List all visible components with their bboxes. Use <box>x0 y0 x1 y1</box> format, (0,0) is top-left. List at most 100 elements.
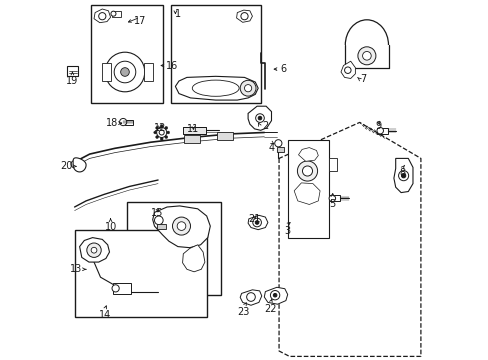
Circle shape <box>328 195 335 202</box>
Circle shape <box>156 127 166 138</box>
Polygon shape <box>94 9 110 23</box>
Text: 22: 22 <box>264 304 276 314</box>
Polygon shape <box>80 238 109 262</box>
Text: 1: 1 <box>175 9 181 19</box>
Bar <box>328 158 336 171</box>
Bar <box>376 128 387 134</box>
Polygon shape <box>175 76 258 100</box>
Circle shape <box>270 291 279 300</box>
Text: 20: 20 <box>60 161 72 171</box>
Text: 19: 19 <box>66 76 79 86</box>
Circle shape <box>153 131 156 134</box>
Circle shape <box>255 114 264 122</box>
Bar <box>125 120 133 125</box>
Circle shape <box>166 131 169 134</box>
Circle shape <box>99 13 106 20</box>
Circle shape <box>362 51 370 60</box>
Circle shape <box>240 80 256 96</box>
Text: 9: 9 <box>375 121 381 131</box>
Bar <box>182 127 205 134</box>
Circle shape <box>376 127 383 134</box>
Circle shape <box>111 11 116 16</box>
Text: 16: 16 <box>166 60 178 71</box>
Bar <box>184 135 200 143</box>
Polygon shape <box>393 158 412 193</box>
Circle shape <box>164 126 167 129</box>
Bar <box>287 140 328 238</box>
Circle shape <box>112 285 119 292</box>
Circle shape <box>255 221 258 224</box>
Circle shape <box>164 136 167 139</box>
Text: 23: 23 <box>237 307 249 317</box>
Bar <box>67 66 78 76</box>
Polygon shape <box>247 106 271 130</box>
Bar <box>91 5 163 103</box>
Polygon shape <box>240 290 261 305</box>
Circle shape <box>155 136 158 139</box>
Bar <box>127 202 221 295</box>
Polygon shape <box>294 183 320 204</box>
Bar <box>102 63 110 81</box>
Text: 5: 5 <box>329 199 335 209</box>
Circle shape <box>241 13 247 20</box>
Circle shape <box>398 171 408 181</box>
Circle shape <box>91 247 97 253</box>
Circle shape <box>114 61 136 83</box>
Polygon shape <box>236 10 252 22</box>
Circle shape <box>246 293 255 301</box>
Circle shape <box>160 138 163 140</box>
Bar <box>276 147 284 152</box>
Text: 10: 10 <box>104 222 117 233</box>
Text: 14: 14 <box>99 310 111 320</box>
Bar <box>75 230 206 317</box>
Circle shape <box>344 67 350 73</box>
Circle shape <box>121 68 129 76</box>
Circle shape <box>172 217 190 235</box>
Circle shape <box>302 166 312 176</box>
Bar <box>157 224 166 229</box>
Circle shape <box>159 130 164 135</box>
Text: 2: 2 <box>261 121 267 131</box>
Circle shape <box>274 140 282 147</box>
Bar <box>170 5 260 103</box>
Text: 18: 18 <box>105 118 118 128</box>
Circle shape <box>120 118 126 126</box>
Text: 17: 17 <box>134 16 146 26</box>
Circle shape <box>177 222 185 230</box>
Circle shape <box>155 126 158 129</box>
Circle shape <box>298 184 309 194</box>
Text: 21: 21 <box>248 214 260 224</box>
Polygon shape <box>73 158 86 172</box>
Bar <box>113 283 131 294</box>
Circle shape <box>297 161 317 181</box>
Circle shape <box>258 116 261 120</box>
Circle shape <box>244 85 251 92</box>
Text: 4: 4 <box>267 143 274 153</box>
Circle shape <box>154 216 163 225</box>
Text: 7: 7 <box>360 74 366 84</box>
Text: 11: 11 <box>187 124 199 134</box>
Polygon shape <box>247 215 267 230</box>
Circle shape <box>357 47 375 65</box>
Text: 12: 12 <box>153 123 166 133</box>
Text: 15: 15 <box>151 208 163 218</box>
Text: 13: 13 <box>69 264 81 274</box>
Polygon shape <box>298 148 318 161</box>
Text: 8: 8 <box>399 168 405 179</box>
Circle shape <box>71 161 78 168</box>
Circle shape <box>273 293 276 297</box>
Circle shape <box>87 243 101 257</box>
Text: 3: 3 <box>284 226 289 236</box>
Circle shape <box>160 125 163 127</box>
Polygon shape <box>152 206 210 248</box>
Circle shape <box>252 218 261 227</box>
Bar <box>216 132 232 140</box>
Bar <box>112 11 121 17</box>
Polygon shape <box>264 287 287 304</box>
Bar <box>328 195 339 201</box>
Bar <box>143 63 152 81</box>
Polygon shape <box>182 245 204 272</box>
Circle shape <box>105 52 144 92</box>
Polygon shape <box>340 61 355 78</box>
Ellipse shape <box>192 80 239 96</box>
